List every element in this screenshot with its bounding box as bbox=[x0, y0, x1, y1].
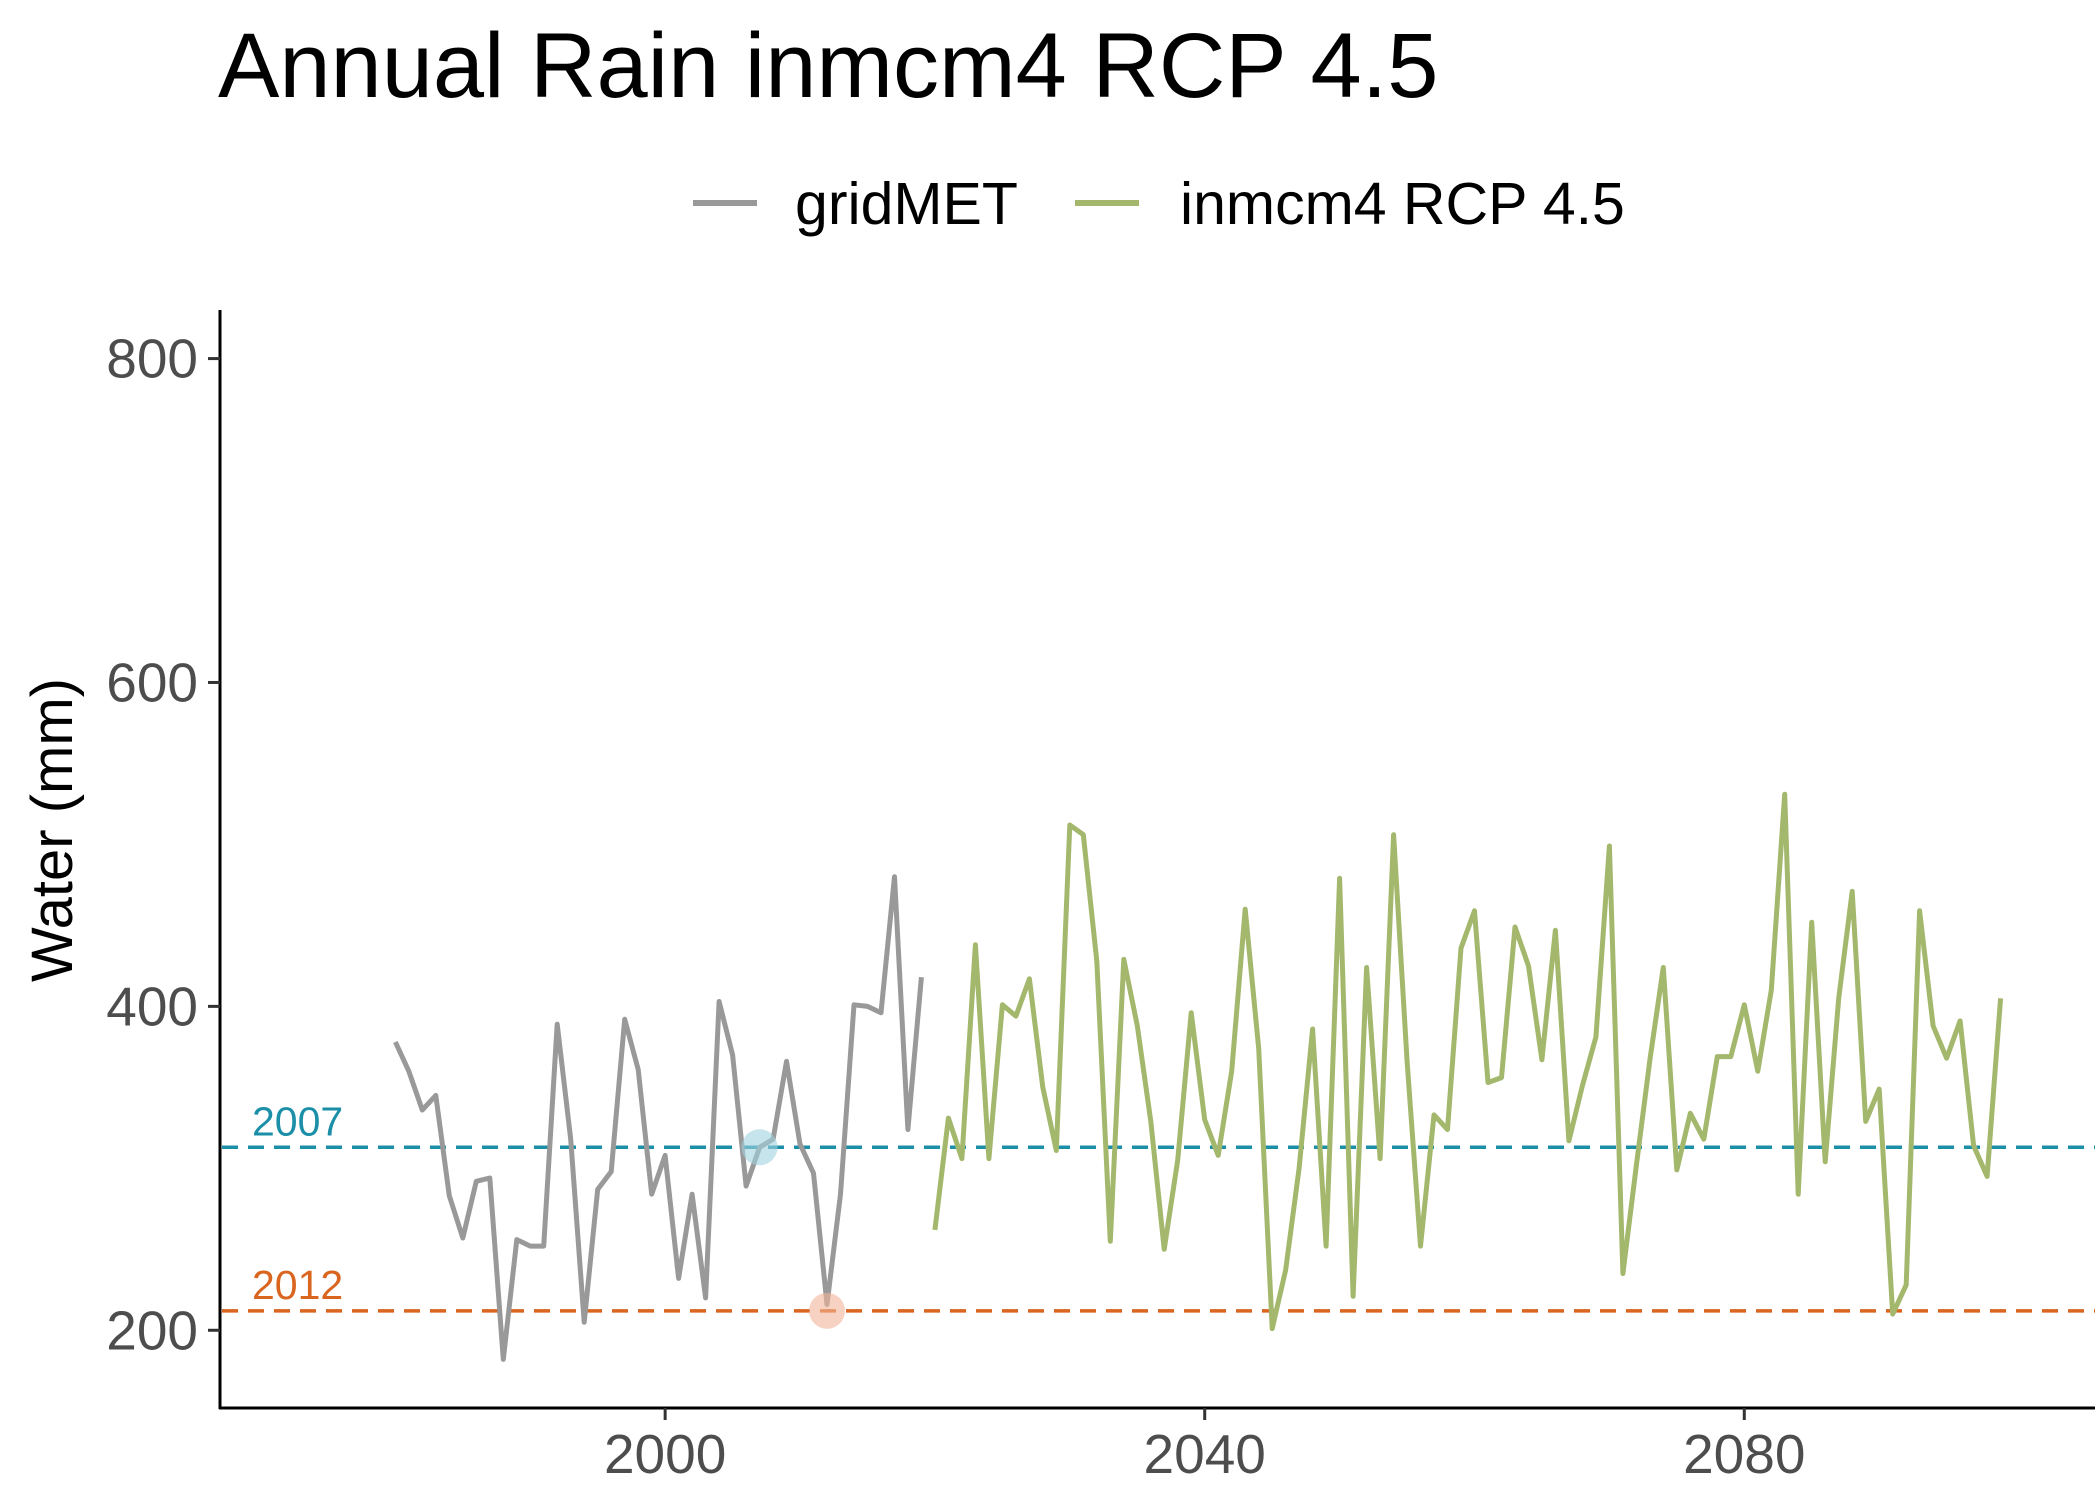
axes: 200 400 600 800 2000 2040 2080 bbox=[106, 310, 2095, 1485]
legend-label-gridmet: gridMET bbox=[795, 171, 1018, 237]
highlight-point-2007 bbox=[741, 1129, 778, 1166]
reference-label-2012: 2012 bbox=[252, 1262, 343, 1308]
y-tick-label-200: 200 bbox=[106, 1299, 198, 1361]
reference-lines: 2007 2012 bbox=[222, 1098, 2095, 1313]
reference-label-2007: 2007 bbox=[252, 1098, 343, 1144]
series-line-inmcm4 bbox=[932, 791, 2004, 1332]
highlight-point-2012 bbox=[809, 1292, 846, 1329]
y-tick-label-400: 400 bbox=[106, 975, 198, 1037]
x-tick-label-2040: 2040 bbox=[1144, 1423, 1266, 1485]
x-tick-label-2080: 2080 bbox=[1683, 1423, 1805, 1485]
y-tick-label-600: 600 bbox=[106, 651, 198, 713]
chart-title: Annual Rain inmcm4 RCP 4.5 bbox=[218, 15, 1438, 117]
legend: gridMET inmcm4 RCP 4.5 bbox=[693, 171, 1625, 237]
highlight-points bbox=[741, 1129, 846, 1329]
x-tick-label-2000: 2000 bbox=[604, 1423, 726, 1485]
plot-series bbox=[393, 791, 2004, 1362]
y-axis-title: Water (mm) bbox=[20, 678, 85, 982]
legend-label-inmcm4: inmcm4 RCP 4.5 bbox=[1180, 171, 1625, 237]
series-line-gridmet bbox=[393, 874, 924, 1362]
y-tick-label-800: 800 bbox=[106, 328, 198, 390]
